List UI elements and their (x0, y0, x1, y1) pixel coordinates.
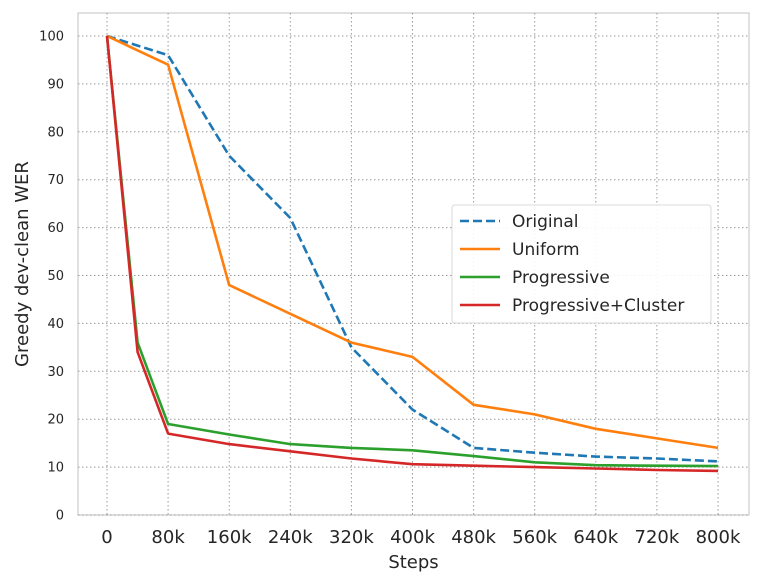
y-axis-label: Greedy dev-clean WER (12, 161, 33, 367)
x-tick-label: 400k (390, 527, 435, 548)
y-tick-label: 80 (47, 125, 64, 140)
x-axis-label: Steps (388, 552, 438, 573)
x-axis-ticks: 0 80k 160k 240k 320k 400k 480k 560k 640k 720k 800k (101, 527, 741, 548)
y-tick-label: 50 (47, 269, 64, 284)
legend-label-progressive-cluster: Progressive+Cluster (512, 296, 684, 316)
series-line-original (106, 34, 719, 463)
y-tick-label: 30 (47, 365, 64, 380)
y-tick-label: 40 (47, 317, 64, 332)
series-line-uniform (106, 34, 719, 450)
legend-label-progressive: Progressive (512, 268, 610, 288)
x-tick-label: 720k (635, 527, 680, 548)
y-tick-label: 70 (47, 173, 64, 188)
series-line-progressive (105, 35, 719, 468)
x-tick-label: 800k (696, 527, 741, 548)
x-tick-label: 480k (451, 527, 496, 548)
y-tick-label: 100 (39, 30, 64, 45)
x-tick-label: 0 (101, 527, 112, 548)
y-axis-ticks: 0 10 20 30 40 50 60 70 80 90 100 (39, 30, 64, 524)
series-line-progressive-cluster (105, 35, 719, 473)
y-tick-label: 90 (47, 77, 64, 92)
x-tick-label: 560k (512, 527, 557, 548)
x-tick-label: 240k (268, 527, 313, 548)
legend-box (451, 204, 712, 324)
x-tick-label: 80k (151, 527, 185, 548)
y-tick-label: 0 (56, 509, 64, 524)
legend: Original Uniform Progressive Progressive+Cl… (451, 204, 712, 324)
legend-label-original: Original (512, 212, 579, 232)
y-tick-label: 20 (47, 413, 64, 428)
x-tick-label: 640k (573, 527, 618, 548)
x-tick-label: 160k (207, 527, 252, 548)
x-tick-label: 320k (329, 527, 374, 548)
y-tick-label: 60 (47, 221, 64, 236)
legend-label-uniform: Uniform (512, 240, 580, 260)
series-layer (105, 34, 719, 473)
y-tick-label: 10 (47, 461, 64, 476)
